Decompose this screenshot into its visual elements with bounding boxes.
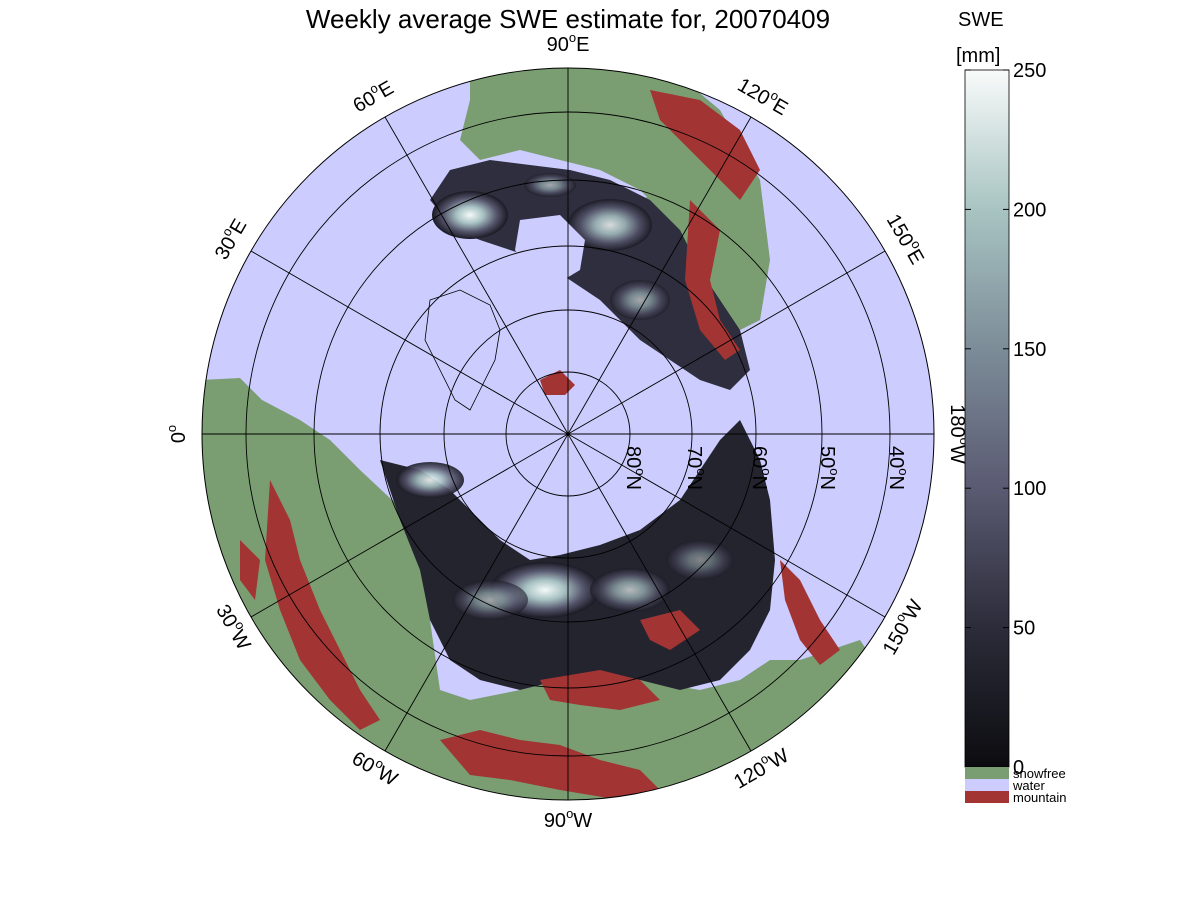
colorbar: SWE [mm] 0 50 100 150 200 250 snowfreewatermo…: [956, 9, 1066, 805]
colorbar-tick-label: 0: [1013, 757, 1024, 779]
colorbar-tick-label: 50: [1013, 618, 1035, 640]
longitude-labels: 90oW120oW150oW180oW150oE120oE90oE60oE30o…: [164, 30, 972, 832]
snow-north-america: [424, 160, 750, 411]
chart-title: Weekly average SWE estimate for, 2007040…: [306, 4, 830, 34]
latitude-labels: 80oN 70oN 60oN 50oN 40oN: [622, 446, 911, 490]
colorbar-title: SWE: [958, 9, 1004, 31]
colorbar-tick-label: 100: [1013, 478, 1046, 500]
legend-label-water: water: [1012, 778, 1045, 793]
legend-swatch-mountain: [965, 791, 1009, 803]
lon-label-90W: 90oW: [544, 806, 592, 832]
colorbar-tick-label: 250: [1013, 60, 1046, 82]
colorbar-gradient: [964, 69, 1010, 768]
map-border: [201, 67, 935, 801]
lon-label-180W: 180oW: [946, 404, 972, 464]
colorbar-unit: [mm]: [956, 45, 1000, 67]
lat-label-50N: 50oN: [816, 446, 842, 490]
legend-swatch-water: [965, 779, 1009, 791]
lat-label-70N: 70oN: [683, 446, 709, 490]
lat-label-60N: 60oN: [748, 446, 774, 490]
colorbar-tick-label: 200: [1013, 199, 1046, 221]
graticule: [202, 68, 934, 800]
mountain-areas: [240, 90, 840, 800]
lon-label-60E: 60oE: [347, 73, 397, 117]
legend-label-snowfree: snowfree: [1013, 766, 1066, 781]
lat-label-40N: 40oN: [885, 446, 911, 490]
polar-map: [201, 67, 935, 801]
colorbar-tick-label: 150: [1013, 339, 1046, 361]
colorbar-ticks: 0 50 100 150 200 250: [965, 60, 1046, 779]
lat-label-80N: 80oN: [622, 446, 648, 490]
lon-label-0: 0o: [164, 425, 190, 443]
lon-label-90E: 90oE: [547, 30, 590, 56]
lon-label-30E: 30oE: [207, 213, 251, 263]
legend-swatch-snowfree: [965, 767, 1009, 779]
legend-label-mountain: mountain: [1013, 790, 1066, 805]
